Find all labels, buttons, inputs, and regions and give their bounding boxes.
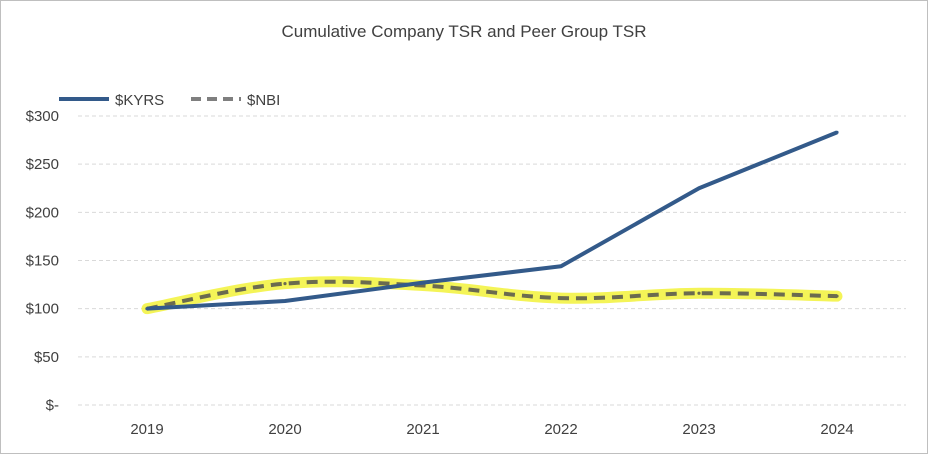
y-tick-label: $200 bbox=[26, 204, 59, 221]
series-line-nbi bbox=[146, 279, 838, 311]
x-tick-label: 2019 bbox=[130, 421, 163, 438]
data-point-nbi-2020 bbox=[283, 282, 287, 286]
gridlines bbox=[78, 115, 906, 406]
y-tick-label: $250 bbox=[26, 156, 59, 173]
data-point-kyrs-2024 bbox=[835, 130, 839, 134]
series-lines bbox=[141, 130, 843, 315]
y-tick-label: $50 bbox=[34, 349, 59, 366]
data-point-nbi-2023 bbox=[697, 291, 701, 295]
data-point-nbi-2022 bbox=[559, 296, 563, 300]
x-tick-label: 2022 bbox=[544, 421, 577, 438]
legend-label-nbi: $NBI bbox=[247, 92, 280, 109]
data-point-kyrs-2021 bbox=[421, 281, 425, 285]
data-point-nbi-2024 bbox=[835, 294, 839, 298]
legend: $KYRS $NBI bbox=[59, 92, 280, 109]
chart-title: Cumulative Company TSR and Peer Group TS… bbox=[281, 22, 646, 41]
x-tick-label: 2024 bbox=[820, 421, 853, 438]
y-tick-label: $- bbox=[46, 397, 59, 414]
data-point-kyrs-2023 bbox=[697, 186, 701, 190]
y-axis-ticks: $- $50 $100 $150 $200 $250 $300 bbox=[26, 108, 59, 414]
y-tick-label: $300 bbox=[26, 108, 59, 125]
data-point-kyrs-2020 bbox=[283, 299, 287, 303]
y-tick-label: $150 bbox=[26, 253, 59, 270]
x-axis-ticks: 2019 2020 2021 2022 2023 2024 bbox=[130, 421, 853, 438]
legend-label-kyrs: $KYRS bbox=[115, 92, 164, 109]
y-tick-label: $100 bbox=[26, 301, 59, 318]
x-tick-label: 2023 bbox=[682, 421, 715, 438]
data-point-kyrs-2019 bbox=[145, 307, 149, 311]
data-point-kyrs-2022 bbox=[559, 264, 563, 268]
series-line-kyrs bbox=[146, 130, 838, 311]
x-tick-label: 2020 bbox=[268, 421, 301, 438]
x-tick-label: 2021 bbox=[406, 421, 439, 438]
